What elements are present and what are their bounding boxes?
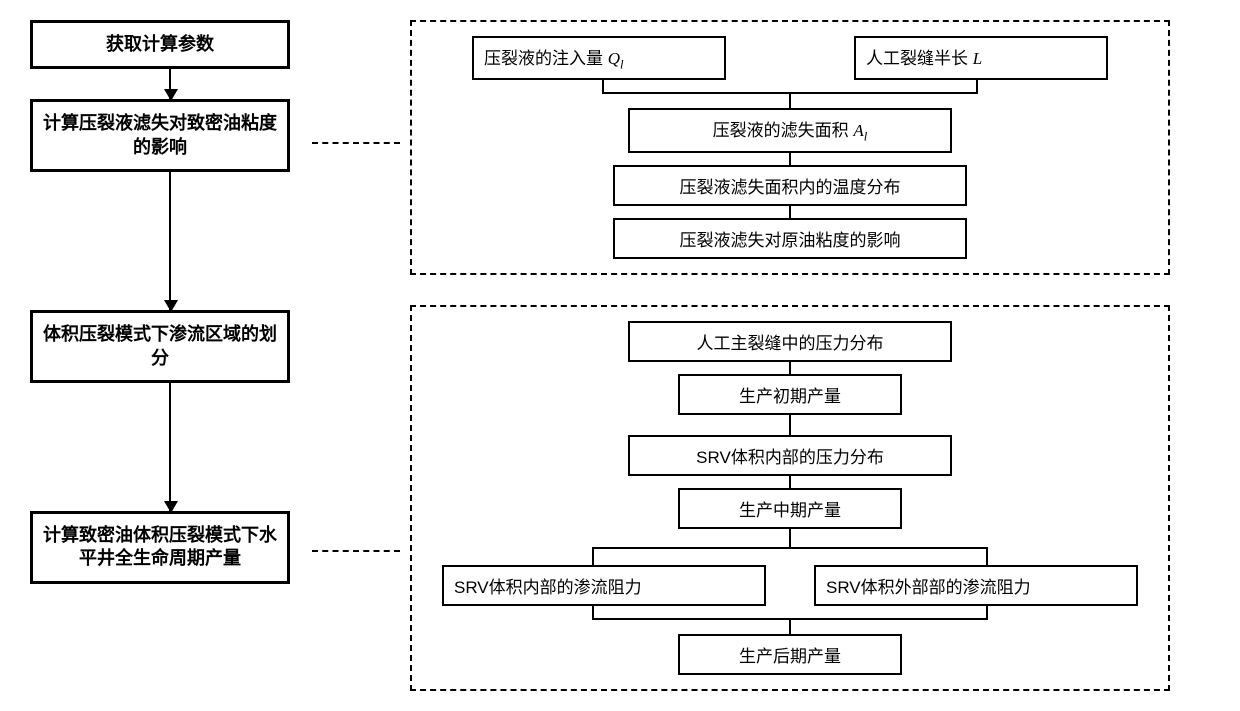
- top-r4: 压裂液滤失对原油粘度的影响: [613, 218, 967, 259]
- step-2-label: 计算压裂液滤失对致密油粘度的影响: [43, 113, 277, 156]
- vline-top23: [789, 153, 791, 165]
- step-3: 体积压裂模式下渗流区域的划分: [30, 310, 290, 383]
- top-r1a-sym: Q: [608, 49, 620, 68]
- arrow-1: [169, 69, 171, 99]
- top-r1b: 人工裂缝半长 L: [854, 36, 1108, 80]
- step-4-label: 计算致密油体积压裂模式下水平井全生命周期产量: [43, 525, 277, 568]
- step-3-label: 体积压裂模式下渗流区域的划分: [43, 324, 277, 367]
- vline-b34: [789, 476, 791, 488]
- top-r2-sub: l: [864, 130, 868, 144]
- vline-top34: [789, 206, 791, 218]
- bot-r4-label: 生产中期产量: [739, 501, 841, 520]
- bot-r3: SRV体积内部的压力分布: [628, 435, 952, 476]
- top-r2-sym: A: [853, 121, 863, 140]
- bot-row2: 生产初期产量: [432, 374, 1148, 415]
- bot-r4: 生产中期产量: [678, 488, 902, 529]
- bot-r5b-label: SRV体积外部部的渗流阻力: [826, 578, 1031, 597]
- merge-top-1: [432, 80, 1148, 108]
- panel-bottom: 人工主裂缝中的压力分布 生产初期产量 SRV体积内部的压力分布 生产中期产量: [410, 305, 1170, 691]
- top-r4-label: 压裂液滤失对原油粘度的影响: [680, 231, 901, 250]
- top-r3: 压裂液滤失面积内的温度分布: [613, 165, 967, 206]
- step-1: 获取计算参数: [30, 20, 290, 69]
- bot-r2: 生产初期产量: [678, 374, 902, 415]
- bot-row3: SRV体积内部的压力分布: [432, 435, 1148, 476]
- vline-b23: [789, 415, 791, 435]
- top-r3-label: 压裂液滤失面积内的温度分布: [680, 178, 901, 197]
- flowchart-root: 获取计算参数 计算压裂液滤失对致密油粘度的影响 体积压裂模式下渗流区域的划分 计…: [20, 20, 1220, 691]
- merge-b5: [432, 606, 1148, 634]
- step-1-label: 获取计算参数: [106, 34, 214, 54]
- bot-row5: SRV体积内部的渗流阻力 SRV体积外部部的渗流阻力: [432, 565, 1148, 606]
- right-column: 压裂液的注入量 Ql 人工裂缝半长 L 压裂液的滤失面积 Al: [410, 20, 1170, 691]
- top-r1b-prefix: 人工裂缝半长: [866, 49, 973, 68]
- top-r1b-sym: L: [973, 49, 982, 68]
- top-r1a-prefix: 压裂液的注入量: [484, 49, 608, 68]
- bot-r5a-label: SRV体积内部的渗流阻力: [454, 578, 642, 597]
- bot-r6: 生产后期产量: [678, 634, 902, 675]
- arrow-3: [169, 383, 171, 511]
- bot-r6-label: 生产后期产量: [739, 647, 841, 666]
- connector-step2-top: [312, 142, 400, 144]
- vline-b12: [789, 362, 791, 374]
- panel-top: 压裂液的注入量 Ql 人工裂缝半长 L 压裂液的滤失面积 Al: [410, 20, 1170, 275]
- top-row1: 压裂液的注入量 Ql 人工裂缝半长 L: [432, 36, 1148, 80]
- top-r1a-sub: l: [620, 57, 624, 71]
- connector-step4-bottom: [312, 550, 400, 552]
- bot-row1: 人工主裂缝中的压力分布: [432, 321, 1148, 362]
- step-2: 计算压裂液滤失对致密油粘度的影响: [30, 99, 290, 172]
- bot-r5a: SRV体积内部的渗流阻力: [442, 565, 766, 606]
- top-r1a: 压裂液的注入量 Ql: [472, 36, 726, 80]
- bot-r1: 人工主裂缝中的压力分布: [628, 321, 952, 362]
- bot-r5b: SRV体积外部部的渗流阻力: [814, 565, 1138, 606]
- step-4: 计算致密油体积压裂模式下水平井全生命周期产量: [30, 511, 290, 584]
- bot-r3-label: SRV体积内部的压力分布: [696, 448, 884, 467]
- top-row2: 压裂液的滤失面积 Al: [432, 108, 1148, 152]
- bot-row4: 生产中期产量: [432, 488, 1148, 529]
- bot-row6: 生产后期产量: [432, 634, 1148, 675]
- top-r2: 压裂液的滤失面积 Al: [628, 108, 952, 152]
- top-row3: 压裂液滤失面积内的温度分布: [432, 165, 1148, 206]
- bot-r2-label: 生产初期产量: [739, 387, 841, 406]
- arrow-2: [169, 172, 171, 310]
- top-row4: 压裂液滤失对原油粘度的影响: [432, 218, 1148, 259]
- vline-b45: [789, 529, 791, 547]
- split-b5: [432, 547, 1148, 565]
- bot-r1-label: 人工主裂缝中的压力分布: [697, 334, 884, 353]
- left-column: 获取计算参数 计算压裂液滤失对致密油粘度的影响 体积压裂模式下渗流区域的划分 计…: [20, 20, 320, 584]
- top-r2-prefix: 压裂液的滤失面积: [713, 121, 854, 140]
